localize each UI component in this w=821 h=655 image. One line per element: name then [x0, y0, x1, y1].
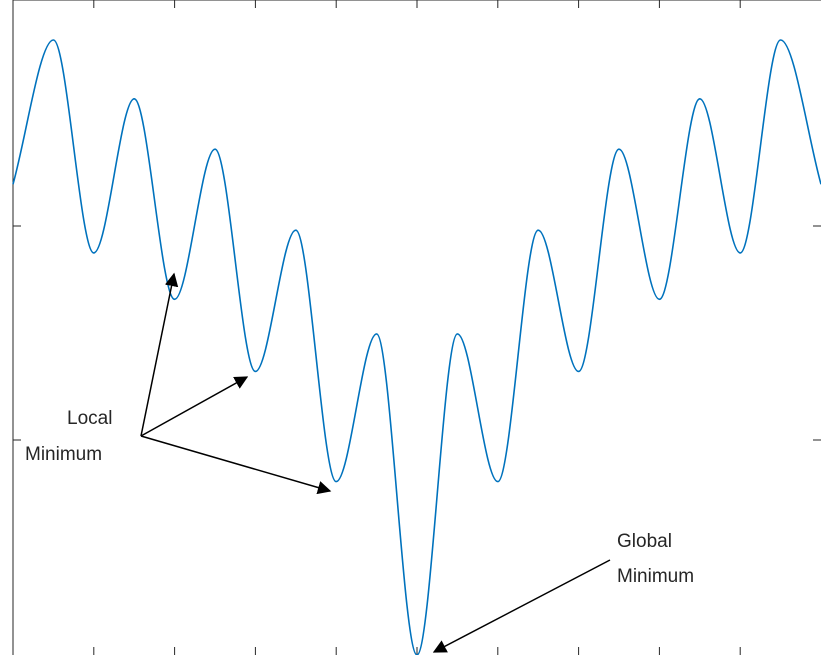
axis-ticks [13, 0, 821, 655]
annotation-global-minimum: Global Minimum [432, 531, 694, 653]
axes [12, 0, 821, 655]
global-label-line1: Global [617, 531, 672, 552]
local-minimum-arrow-3 [140, 435, 332, 495]
local-label-line1: Local [67, 408, 112, 429]
local-minimum-arrow-2 [140, 376, 249, 437]
local-minimum-label: Local Minimum [25, 408, 118, 465]
series-line [12, 39, 821, 655]
local-label-line2: Minimum [25, 444, 102, 465]
global-label-line2: Minimum [617, 566, 694, 587]
local-minimum-arrow-1 [140, 272, 179, 437]
global-minimum-label: Global Minimum [617, 531, 694, 587]
annotation-local-minimum: Local Minimum [25, 272, 332, 495]
global-minimum-arrow [432, 559, 611, 653]
